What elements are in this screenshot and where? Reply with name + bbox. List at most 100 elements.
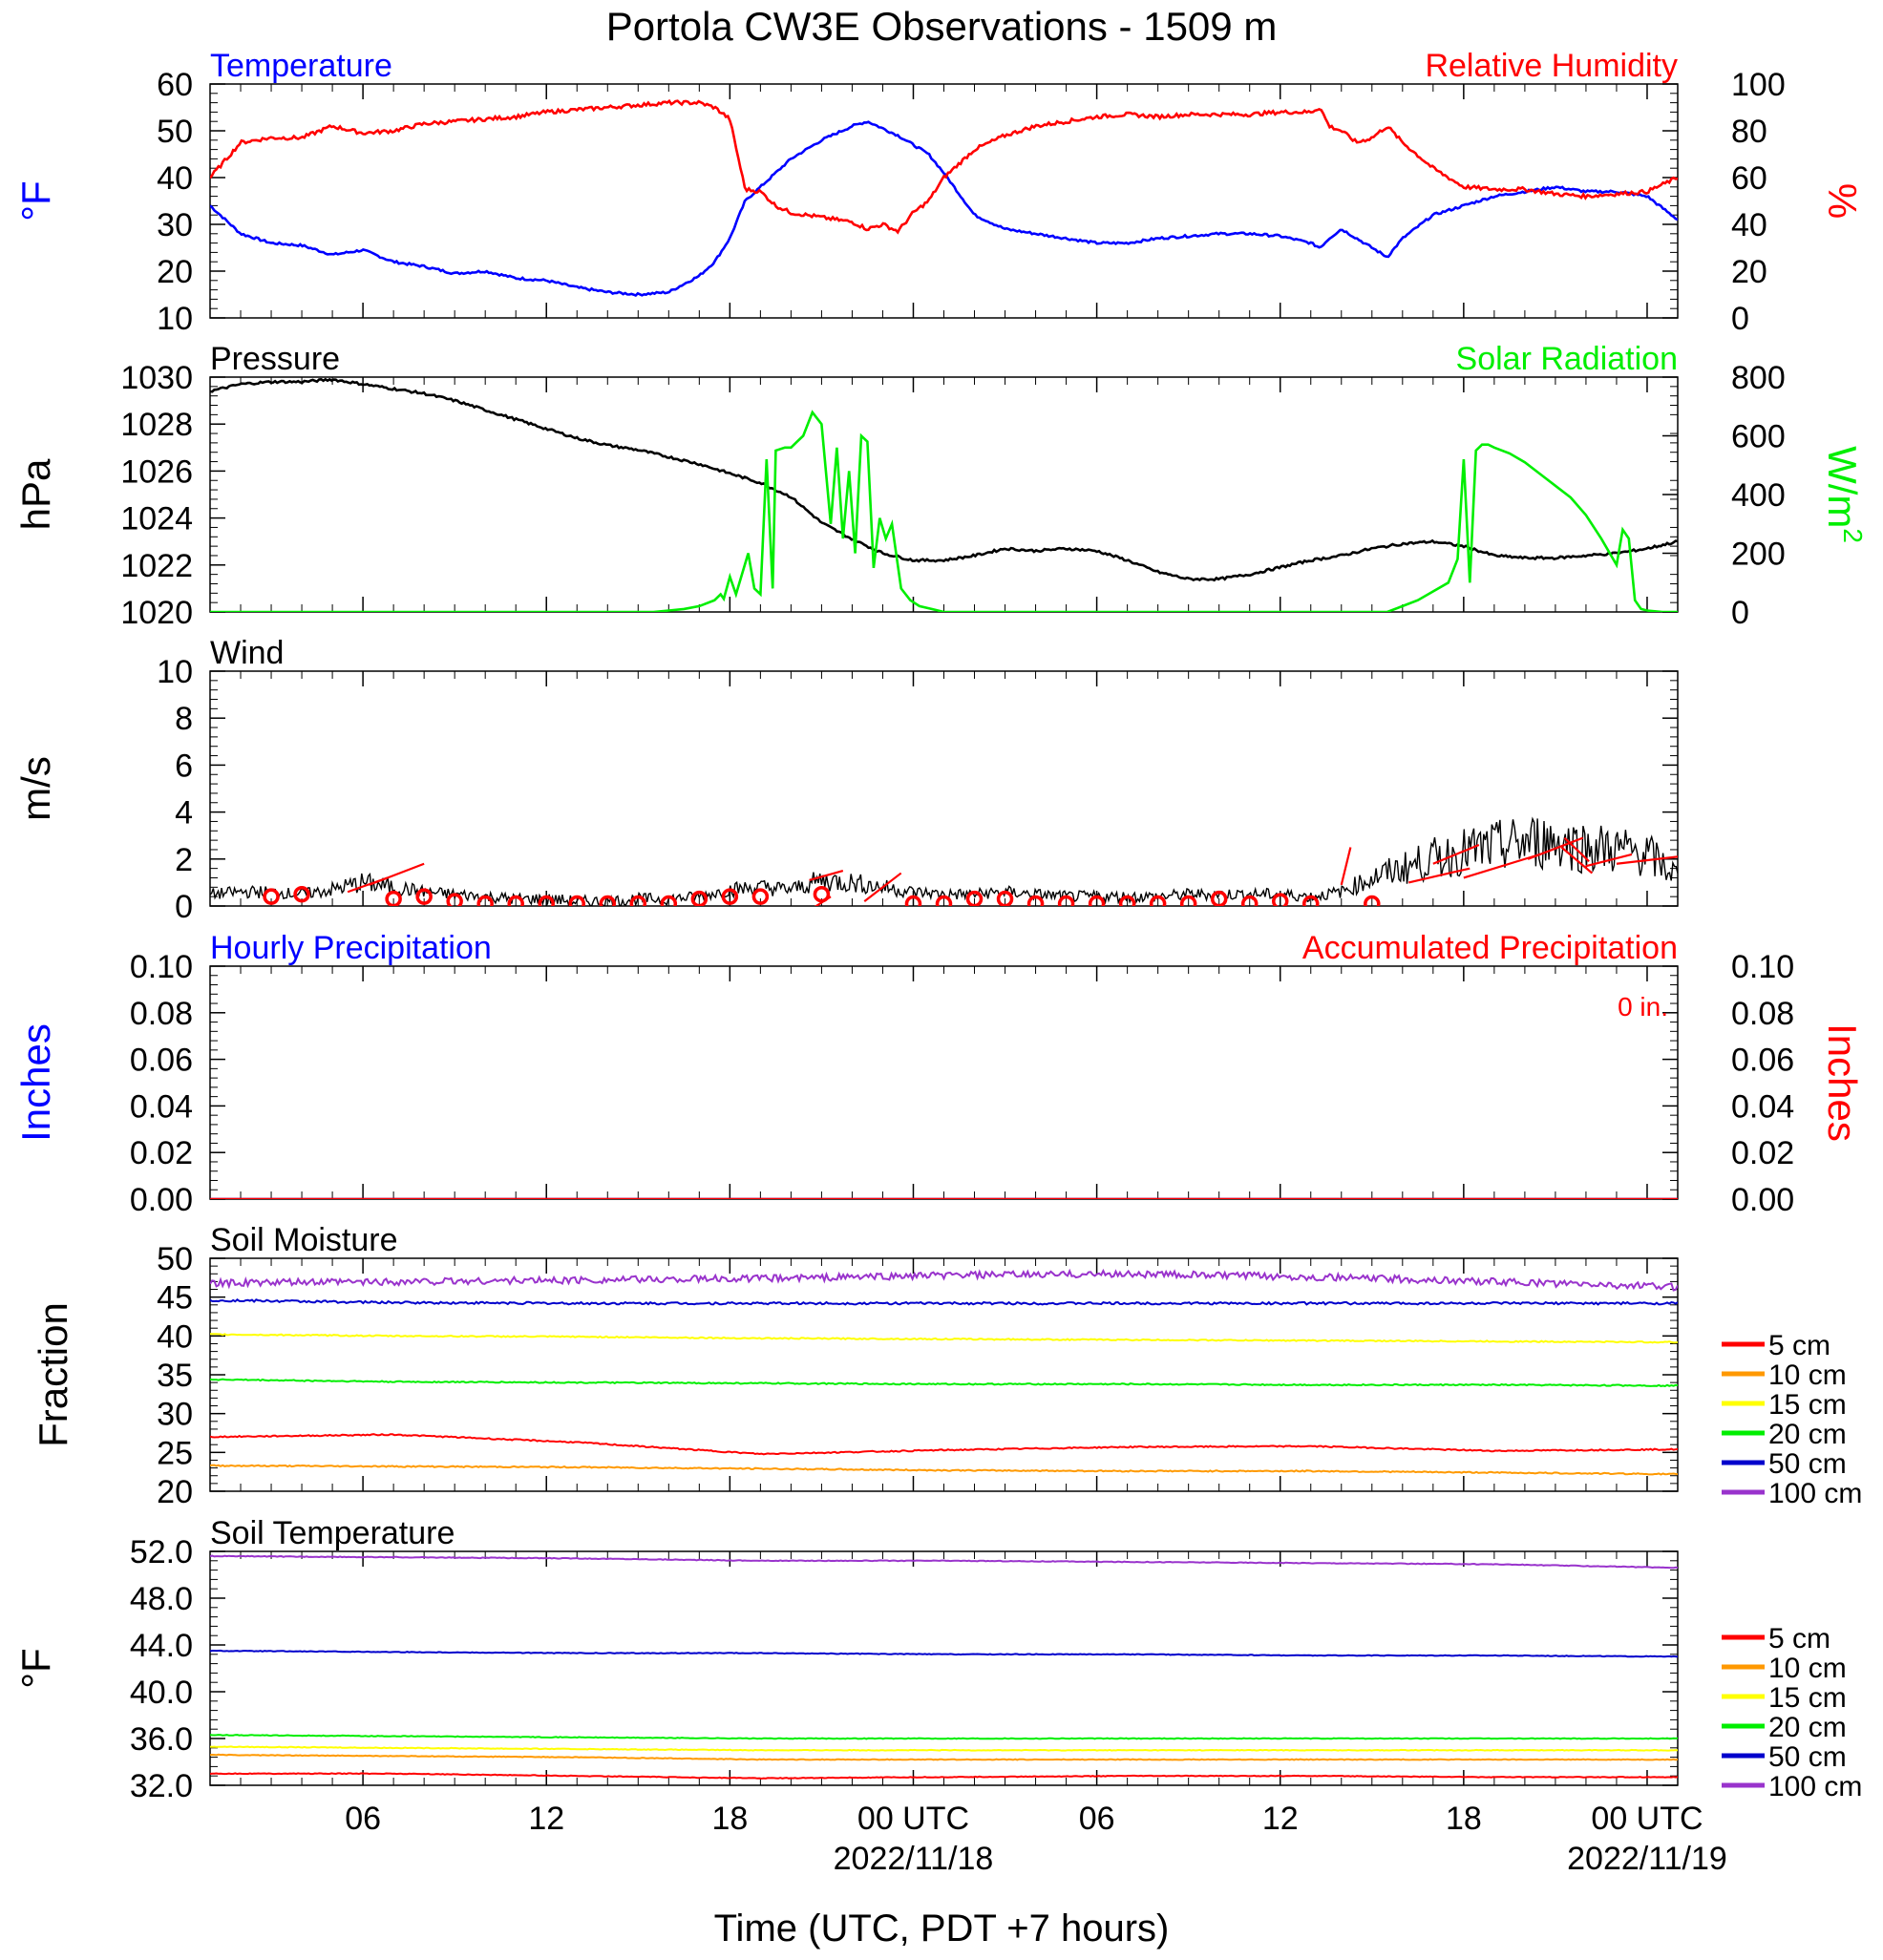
y-tick-label-right: 400 [1731,477,1786,514]
wind-barb [1527,836,1584,860]
x-tick-date-label: 2022/11/19 [1567,1841,1727,1877]
calm-wind-marker [904,895,922,906]
y-tick-label-left: 32.0 [130,1768,193,1804]
panel-title-left: Pressure [210,341,340,377]
legend-label: 20 cm [1768,1712,1847,1743]
y-axis-label-left: Fraction [31,1302,75,1447]
panel-title-left: Soil Temperature [210,1515,455,1551]
calm-wind-marker [293,885,310,903]
series-line-10-cm [210,1753,1678,1761]
series-line-15-cm [210,1333,1678,1344]
series-line-15-cm [210,1745,1678,1752]
y-tick-label-left: 48.0 [130,1581,193,1617]
y-axis-label-right: W/m2 [1820,446,1868,543]
calm-wind-marker [721,888,739,905]
calm-wind-marker [1057,895,1075,906]
y-tick-label-right: 0 [1731,301,1749,337]
series-line-pressure [210,377,1678,582]
y-tick-label-left: 6 [175,748,193,784]
legend-label: 5 cm [1768,1623,1830,1654]
legend-label: 20 cm [1768,1419,1847,1450]
series-group [210,1268,1678,1476]
calm-wind-marker [446,893,463,906]
wind-barb [863,872,902,902]
wind-barb [1585,853,1633,868]
y-tick-label-right: 200 [1731,537,1786,573]
y-tick-label-left: 40.0 [130,1675,193,1711]
calm-wind-marker [568,895,585,906]
panel-pressure-solar: 1020 1022 1024 1026 1028 1030 0 200 400 600 800 hPa… [13,341,1868,631]
y-tick-label-left: 10 [157,301,193,337]
calm-wind-marker [935,895,953,906]
y-tick-label-left: 1022 [120,548,193,584]
series-line-temperature [210,120,1678,298]
panel-temperature-humidity: 10 20 30 40 50 60 0 20 40 60 80 100 °F % Temperature Re… [13,48,1865,337]
calm-wind-marker [813,885,831,903]
calm-wind-marker [996,890,1014,906]
wind-barb [1463,853,1541,879]
calm-wind-marker [1210,890,1228,906]
x-axis-label: Time (UTC, PDT +7 hours) [714,1907,1170,1949]
y-tick-label-left: 0.06 [130,1043,193,1079]
panel-wind: 0 2 4 6 8 10 m/s Wind [13,635,1679,925]
calm-wind-marker [1271,893,1289,906]
wind-barb [809,870,844,881]
series-group [210,377,1678,612]
calm-wind-marker [599,895,617,906]
calm-wind-marker [1088,895,1106,906]
y-tick-label-right: 40 [1731,207,1767,243]
y-tick-label-right: 20 [1731,254,1767,290]
calm-wind-marker [660,895,678,906]
calm-wind-marker [385,890,402,906]
legend-label: 15 cm [1768,1389,1847,1421]
series-line-humidity [210,98,1678,235]
y-axis-label-left: m/s [13,756,58,821]
x-tick-label: 00 UTC [857,1801,969,1837]
wind-barb [1407,867,1470,884]
panel-title-right: Relative Humidity [1425,48,1678,84]
y-tick-label-left: 4 [175,795,193,832]
wind-barb [1616,855,1678,865]
calm-wind-marker [1118,895,1136,906]
calm-wind-marker [507,895,524,906]
wind-barb [1560,846,1594,875]
y-tick-label-right: 0.06 [1731,1043,1794,1079]
y-axis-label-right: Inches [1820,1023,1865,1142]
x-tick-label: 12 [528,1801,564,1837]
y-tick-label-left: 52.0 [130,1534,193,1570]
series-group [210,816,1678,906]
y-tick-label-right: 0.02 [1731,1135,1794,1171]
y-axis-label-right: % [1820,183,1865,219]
panel-title-left: Soil Moisture [210,1222,398,1258]
y-tick-label-left: 40 [157,160,193,197]
calm-wind-marker [415,888,433,905]
series-group [210,1554,1678,1781]
y-tick-label-left: 1030 [120,360,193,396]
y-tick-label-left: 8 [175,701,193,737]
y-tick-label-left: 0.08 [130,996,193,1032]
series-line-5-cm [210,1772,1678,1781]
panel-title-left: Temperature [210,48,392,84]
y-tick-label-left: 60 [157,67,193,103]
y-tick-label-left: 25 [157,1435,193,1471]
panel-precipitation: 0.00 0.02 0.04 0.06 0.08 0.10 0.00 0.02 0.04 0.06… [13,930,1865,1218]
y-tick-label-left: 10 [157,654,193,690]
legend-label: 10 cm [1768,1653,1847,1684]
y-tick-label-left: 0.10 [130,949,193,985]
series-line-20-cm [210,1378,1678,1388]
panel-title-left: Hourly Precipitation [210,930,492,966]
y-tick-label-left: 0.00 [130,1182,193,1218]
legend-label: 50 cm [1768,1741,1847,1773]
legend-label: 15 cm [1768,1682,1847,1714]
y-tick-label-left: 0.04 [130,1088,193,1125]
y-tick-label-left: 40 [157,1318,193,1355]
series-line-20-cm [210,1734,1678,1740]
y-axis-label-left: Inches [13,1023,58,1142]
x-tick-date-label: 2022/11/18 [834,1841,994,1877]
y-tick-label-right: 600 [1731,419,1786,455]
y-tick-label-left: 20 [157,254,193,290]
y-tick-label-left: 50 [157,114,193,150]
y-axis-label-left: hPa [13,458,58,530]
